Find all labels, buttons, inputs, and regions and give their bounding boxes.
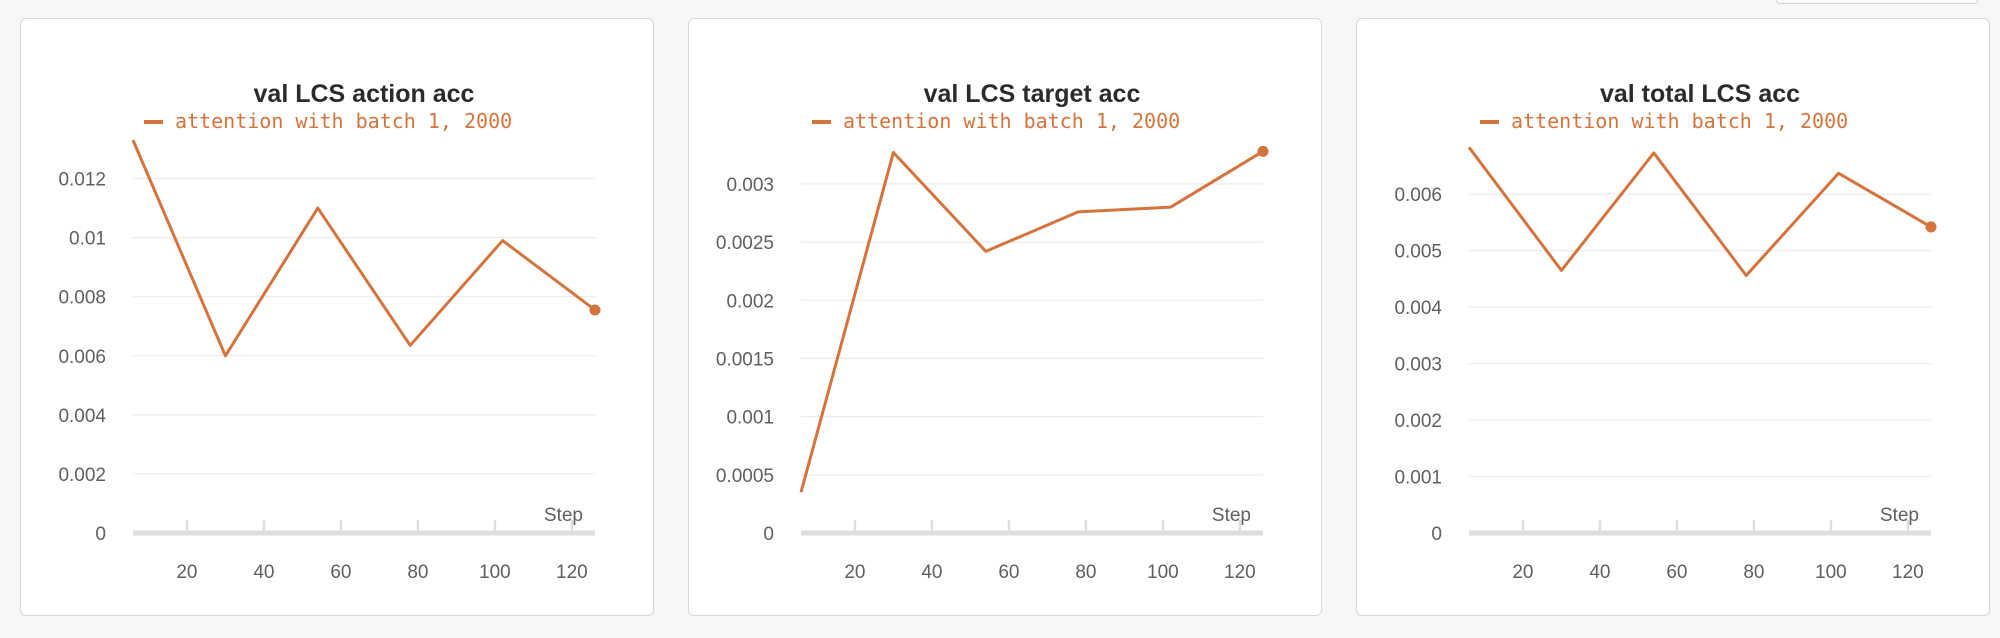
chart-title: val total LCS acc [1600, 80, 1800, 108]
legend[interactable]: attention with batch 1, 2000 [144, 109, 512, 133]
y-tick-label: 0 [95, 524, 106, 545]
x-tick-label: 120 [1892, 562, 1924, 583]
y-tick-label: 0.001 [1394, 468, 1442, 489]
legend[interactable]: attention with batch 1, 2000 [812, 109, 1180, 133]
y-tick-label: 0.008 [58, 288, 106, 309]
y-tick-label: 0.004 [1394, 298, 1442, 319]
x-axis-label: Step [1212, 505, 1251, 526]
x-tick-label: 40 [1589, 562, 1610, 583]
x-tick-label: 60 [1666, 562, 1687, 583]
x-axis-label: Step [544, 505, 583, 526]
x-axis-label: Step [1880, 505, 1919, 526]
y-tick-label: 0 [763, 524, 774, 545]
chart-panel-action-acc[interactable]: val LCS action acc attention with batch 1… [20, 18, 654, 616]
y-tick-label: 0.01 [69, 229, 106, 250]
legend[interactable]: attention with batch 1, 2000 [1480, 109, 1848, 133]
y-tick-label: 0.0025 [716, 233, 774, 254]
x-tick-label: 100 [1815, 562, 1847, 583]
series-line[interactable] [131, 139, 596, 358]
y-tick-label: 0.004 [58, 406, 106, 427]
x-tick-label: 20 [1512, 562, 1533, 583]
x-tick-label: 40 [921, 562, 942, 583]
legend-label: attention with batch 1, 2000 [843, 109, 1180, 133]
y-tick-label: 0.0015 [716, 349, 774, 370]
series-line[interactable] [1467, 146, 1932, 277]
y-tick-label: 0.006 [58, 347, 106, 368]
series-line[interactable] [799, 150, 1264, 493]
series-last-point[interactable] [589, 304, 601, 316]
y-tick-label: 0.005 [1394, 242, 1442, 263]
chart-panel-total-acc[interactable]: val total LCS acc attention with batch 1,… [1356, 18, 1990, 616]
legend-label: attention with batch 1, 2000 [1511, 109, 1848, 133]
y-tick-label: 0.0005 [716, 466, 774, 487]
x-tick-label: 80 [407, 562, 428, 583]
x-tick-label: 40 [253, 562, 274, 583]
x-tick-label: 80 [1743, 562, 1764, 583]
y-tick-label: 0.002 [1394, 411, 1442, 432]
legend-label: attention with batch 1, 2000 [175, 109, 512, 133]
x-tick-label: 20 [176, 562, 197, 583]
y-tick-label: 0.002 [726, 291, 774, 312]
series-last-point[interactable] [1257, 145, 1269, 157]
chart-title: val LCS target acc [924, 80, 1141, 108]
y-tick-label: 0.002 [58, 465, 106, 486]
y-tick-label: 0.006 [1394, 185, 1442, 206]
chart-panel-target-acc[interactable]: val LCS target acc attention with batch 1… [688, 18, 1322, 616]
x-tick-label: 20 [844, 562, 865, 583]
x-tick-label: 80 [1075, 562, 1096, 583]
y-tick-label: 0.001 [726, 408, 774, 429]
x-tick-label: 60 [998, 562, 1019, 583]
x-tick-label: 60 [330, 562, 351, 583]
y-tick-label: 0.003 [1394, 355, 1442, 376]
y-tick-label: 0 [1431, 524, 1442, 545]
x-tick-label: 100 [1147, 562, 1179, 583]
x-tick-label: 120 [556, 562, 588, 583]
x-tick-label: 100 [479, 562, 511, 583]
chart-title: val LCS action acc [254, 80, 475, 108]
x-tick-label: 120 [1224, 562, 1256, 583]
y-tick-label: 0.012 [58, 170, 106, 191]
y-tick-label: 0.003 [726, 175, 774, 196]
series-last-point[interactable] [1925, 221, 1937, 233]
toolbar-edge [1776, 0, 1978, 4]
